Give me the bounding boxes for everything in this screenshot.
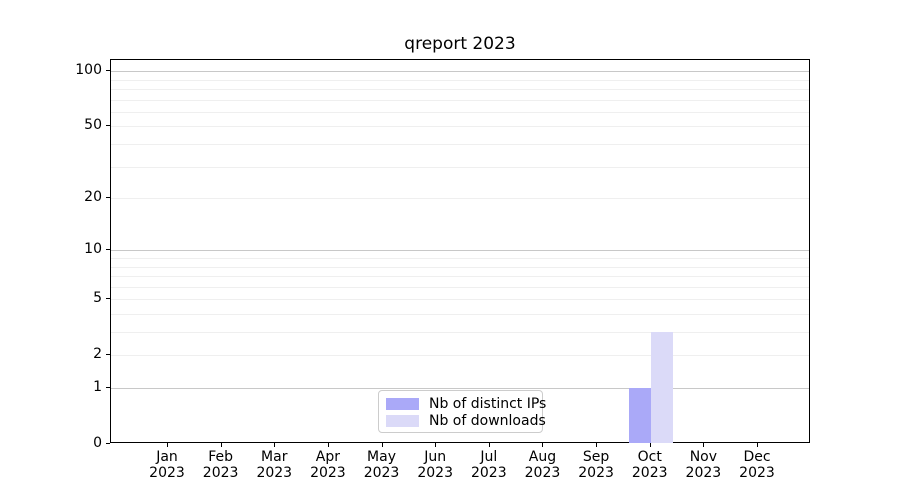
x-tick-label: Dec 2023	[727, 449, 787, 481]
x-tick-year: 2023	[149, 465, 185, 481]
x-tick-label: Jan 2023	[137, 449, 197, 481]
y-minor-gridline	[111, 144, 809, 145]
y-minor-gridline	[111, 89, 809, 90]
x-tick-label: Feb 2023	[191, 449, 251, 481]
legend: Nb of distinct IPs Nb of downloads	[378, 390, 546, 433]
x-tick-label: Jul 2023	[459, 449, 519, 481]
y-minor-gridline	[111, 332, 809, 333]
legend-label: Nb of distinct IPs	[429, 396, 547, 412]
x-tick-mark	[381, 443, 383, 447]
y-minor-gridline	[111, 126, 809, 128]
x-tick-label: Mar 2023	[244, 449, 304, 481]
bar-nb-of-downloads	[650, 332, 673, 443]
x-tick-year: 2023	[310, 465, 346, 481]
y-tick-label: 1	[93, 379, 102, 395]
y-tick-mark	[106, 387, 110, 388]
y-minor-gridline	[111, 276, 809, 278]
y-minor-gridline	[111, 313, 809, 315]
y-tick-label: 100	[75, 62, 102, 79]
x-tick-mark	[542, 443, 544, 447]
x-tick-mark	[274, 443, 276, 447]
plot-area	[110, 59, 810, 443]
y-minor-gridline	[111, 79, 809, 81]
y-tick-mark	[106, 197, 110, 199]
y-tick-mark	[106, 249, 110, 251]
y-minor-gridline	[111, 266, 809, 268]
x-tick-year: 2023	[578, 465, 614, 481]
y-minor-gridline	[111, 198, 809, 200]
x-tick-year: 2023	[256, 465, 293, 481]
x-tick-mark	[703, 443, 705, 447]
x-tick-label: Oct 2023	[620, 449, 680, 481]
chart-title: qreport 2023	[404, 34, 516, 54]
x-tick-label: Apr 2023	[298, 449, 358, 481]
y-minor-gridline	[111, 286, 809, 288]
y-minor-gridline	[111, 257, 809, 259]
x-tick-label: Jun 2023	[405, 449, 465, 481]
x-tick-year: 2023	[685, 465, 722, 481]
y-minor-gridline	[111, 355, 809, 357]
x-tick-year: 2023	[363, 465, 400, 481]
y-major-gridline	[111, 388, 809, 389]
y-tick-mark	[106, 443, 110, 444]
y-minor-gridline	[111, 299, 809, 301]
x-tick-mark	[435, 443, 437, 447]
x-tick-mark	[220, 443, 222, 447]
x-tick-year: 2023	[470, 465, 507, 481]
y-tick-mark	[106, 125, 110, 127]
y-minor-gridline	[111, 99, 809, 101]
legend-row: Nb of distinct IPs	[386, 396, 546, 412]
y-minor-gridline	[111, 166, 809, 168]
y-tick-mark	[106, 354, 110, 356]
y-tick-label: 5	[93, 290, 102, 307]
x-tick-label: Aug 2023	[512, 449, 572, 481]
x-tick-label: Sep 2023	[566, 449, 626, 481]
y-tick-label: 20	[84, 189, 102, 206]
x-tick-label: May 2023	[352, 449, 412, 481]
x-tick-mark	[596, 443, 598, 447]
y-major-gridline	[111, 250, 809, 252]
y-minor-gridline	[111, 111, 809, 113]
x-tick-year: 2023	[524, 465, 561, 481]
y-tick-mark	[106, 70, 110, 72]
y-tick-label: 50	[84, 117, 102, 134]
legend-label: Nb of downloads	[429, 413, 546, 429]
x-tick-year: 2023	[739, 465, 775, 481]
bar-nb-of-distinct-ips	[628, 388, 651, 443]
y-tick-label: 2	[93, 346, 102, 363]
x-tick-year: 2023	[202, 465, 239, 481]
x-tick-mark	[757, 443, 758, 447]
x-tick-mark	[327, 443, 329, 447]
y-tick-label: 10	[84, 241, 102, 258]
y-tick-label: 0	[93, 435, 102, 451]
x-tick-year: 2023	[417, 465, 453, 481]
y-tick-mark	[106, 298, 110, 300]
x-tick-mark	[649, 443, 651, 447]
x-tick-mark	[167, 443, 168, 447]
x-tick-year: 2023	[631, 465, 668, 481]
x-tick-label: Nov 2023	[673, 449, 733, 481]
legend-row: Nb of downloads	[386, 413, 546, 429]
x-tick-mark	[488, 443, 490, 447]
y-major-gridline	[111, 71, 809, 73]
legend-swatch	[386, 415, 419, 427]
legend-swatch	[386, 398, 419, 410]
